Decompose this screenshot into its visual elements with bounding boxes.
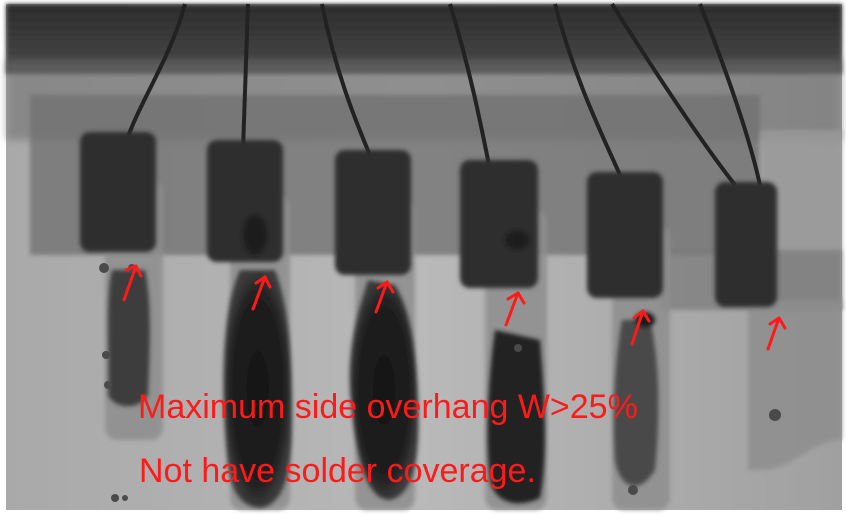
annotation-overhang: Maximum side overhang W>25% xyxy=(138,388,638,426)
arrow-up-left-icon xyxy=(504,291,526,327)
arrow-up-left-icon xyxy=(766,316,787,351)
lead-wires xyxy=(123,2,762,187)
solder-fillets xyxy=(108,215,659,508)
annotation-coverage: Not have solder coverage. xyxy=(139,452,536,490)
arrow-up-left-icon xyxy=(374,280,395,314)
arrow-up-left-icon xyxy=(251,275,272,311)
arrow-up-left-icon xyxy=(122,264,143,302)
arrow-up-left-icon xyxy=(630,309,651,346)
